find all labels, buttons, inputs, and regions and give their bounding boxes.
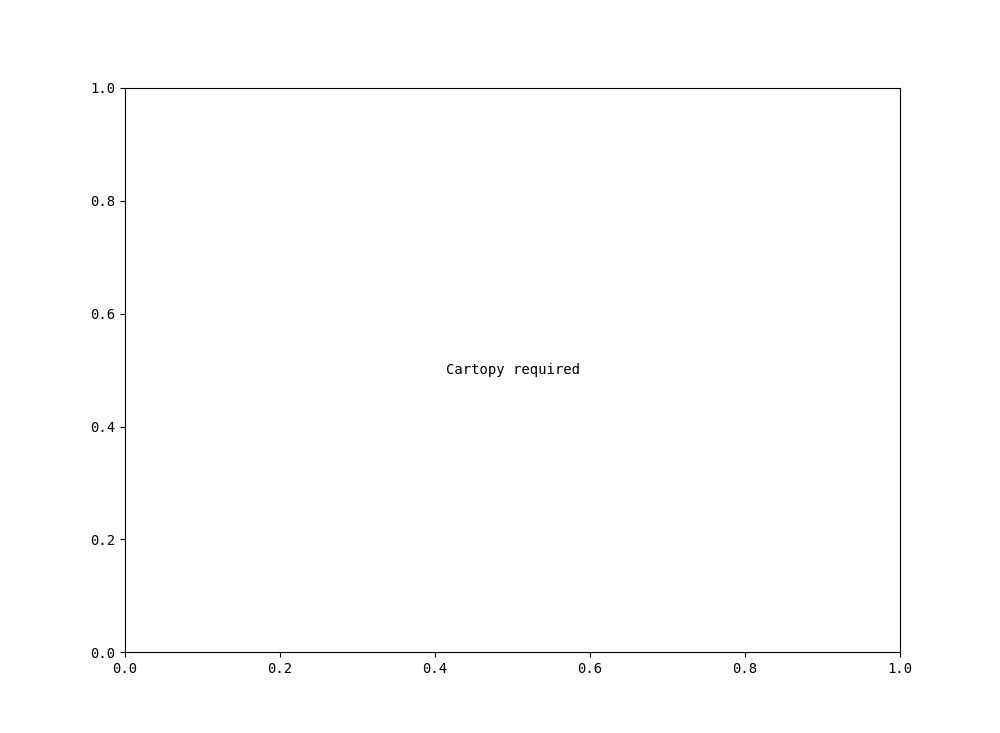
Text: Cartopy required: Cartopy required [446, 363, 580, 377]
